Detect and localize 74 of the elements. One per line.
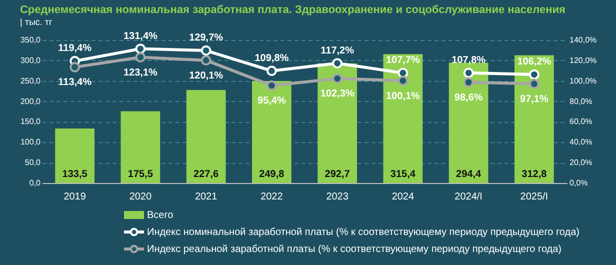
x-tick-label: 2024 xyxy=(392,192,414,202)
y2-tick-label: 140,0% xyxy=(570,36,597,44)
y-tick-label: 0,0 xyxy=(29,178,42,188)
point xyxy=(529,69,540,80)
legend-label: Индекс номинальной заработной платы (% к соответствующему периоду предыдущего года) xyxy=(147,227,580,238)
bar xyxy=(318,63,357,183)
y2-tick-label: 80,0% xyxy=(570,96,592,106)
point xyxy=(135,52,146,62)
point xyxy=(266,80,277,91)
y-tick-label: 250,0 xyxy=(20,76,42,86)
data-label: 113,4% xyxy=(58,77,92,88)
data-label: 117,2% xyxy=(320,45,354,56)
data-label: 119,4% xyxy=(58,43,92,54)
x-tick-label: 2021 xyxy=(194,192,218,202)
legend-label: Всего xyxy=(147,210,174,221)
data-label: 227,6 xyxy=(194,169,220,180)
bar xyxy=(448,62,488,183)
y-tick-label: 350,0 xyxy=(20,36,42,44)
data-label: 100,1% xyxy=(386,90,420,102)
y2-tick-label: 0,0% xyxy=(570,178,588,188)
data-label: 129,7% xyxy=(189,32,224,44)
x-tick-label: 2022 xyxy=(260,192,284,202)
data-label: 109,8% xyxy=(254,52,289,64)
y2-tick-label: 40,0% xyxy=(570,138,592,147)
data-label: 292,7 xyxy=(324,169,350,180)
data-label: 106,2% xyxy=(517,56,552,68)
x-tick-label: 2020 xyxy=(129,192,152,202)
data-label: 315,4 xyxy=(390,169,416,180)
legend-label: Индекс реальной заработной платы (% к соответствующему периоду предыдущего года) xyxy=(147,244,562,255)
point xyxy=(332,58,342,68)
data-label: 249,8 xyxy=(259,169,285,180)
point xyxy=(398,76,408,86)
y2-tick-label: 60,0% xyxy=(570,117,592,126)
bar xyxy=(383,54,423,183)
chart-title: Среднемесячная номинальная заработная плата. Здравоохранение и соцобслуживание населения xyxy=(20,4,566,16)
point xyxy=(332,73,342,84)
bar xyxy=(120,111,160,183)
x-tick-label: 2025/I xyxy=(520,192,548,202)
chart-subtitle: | тыс. тг xyxy=(20,16,54,27)
bar xyxy=(186,90,226,183)
data-label: 97,1% xyxy=(520,94,548,105)
bar xyxy=(514,55,554,183)
point xyxy=(200,45,212,56)
bar xyxy=(55,128,94,183)
data-label: 95,4% xyxy=(258,96,286,107)
data-label: 98,6% xyxy=(454,92,483,104)
point xyxy=(135,44,146,54)
bar xyxy=(252,80,292,183)
point xyxy=(266,66,277,76)
point xyxy=(463,68,474,78)
y2-tick-label: 100,0% xyxy=(570,76,597,86)
y-tick-label: 150,0 xyxy=(20,117,42,126)
point xyxy=(200,55,212,66)
data-label: 294,4 xyxy=(456,169,482,180)
y2-tick-label: 20,0% xyxy=(570,158,592,168)
data-label: 102,3% xyxy=(320,88,354,100)
y2-tick-label: 120,0% xyxy=(570,56,597,65)
data-label: 123,1% xyxy=(123,67,158,78)
data-label: 175,5 xyxy=(128,169,154,180)
y-tick-label: 50,0 xyxy=(24,158,42,168)
point xyxy=(529,78,540,89)
data-label: 312,8 xyxy=(522,169,548,180)
y-tick-label: 200,0 xyxy=(20,96,42,106)
y-tick-label: 100,0 xyxy=(20,138,42,147)
point xyxy=(463,77,474,88)
x-tick-label: 2023 xyxy=(326,192,349,202)
data-label: 133,5 xyxy=(62,169,88,180)
x-tick-label: 2024/I xyxy=(454,192,482,202)
y-tick-label: 300,0 xyxy=(20,56,42,65)
data-label: 131,4% xyxy=(123,30,158,42)
data-label: 120,1% xyxy=(189,70,224,82)
point xyxy=(70,62,80,72)
x-tick-label: 2019 xyxy=(64,192,86,202)
data-label: 107,7% xyxy=(386,54,420,66)
